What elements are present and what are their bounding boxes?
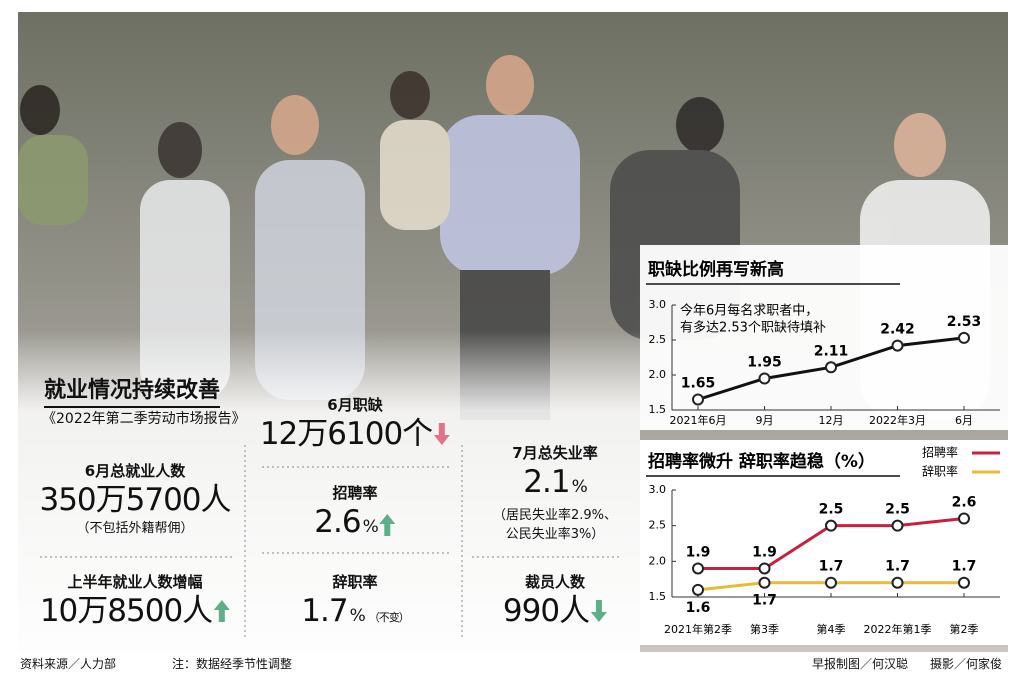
stat-note: 公民失业率3%）	[505, 527, 605, 542]
stat-value: 1.7	[301, 593, 348, 629]
chart-panel	[640, 440, 1008, 645]
stat-note: （居民失业率2.9%、	[492, 508, 618, 523]
up-arrow	[379, 513, 396, 536]
stat-label: 辞职率	[332, 573, 378, 591]
stat-label: 裁员人数	[524, 573, 586, 591]
stat-unit: %	[571, 477, 588, 497]
x-tick-label: 2021年6月	[670, 413, 727, 427]
value-label: 1.65	[681, 376, 716, 392]
data-point	[958, 512, 970, 525]
stat: 6月总就业人数 350万5700人 （不包括外籍帮佣）	[39, 460, 231, 538]
value-label: 1.7	[819, 559, 844, 575]
stat: 上半年就业人数增幅 10万8500人	[39, 571, 231, 630]
data-point	[692, 562, 704, 575]
y-tick-label: 3.0	[649, 298, 667, 311]
value-label: 1.7	[885, 559, 910, 575]
footer-credit: 早报制图／何汉聪	[812, 657, 909, 671]
up-arrow	[214, 600, 231, 622]
stat-value: 12万6100个	[259, 416, 433, 452]
chart-title: 职缺比例再写新高	[648, 259, 784, 280]
panel-fade	[18, 330, 640, 655]
data-point	[891, 519, 904, 532]
value-label: 1.9	[752, 544, 777, 560]
value-label: 2.11	[814, 343, 849, 359]
data-point	[958, 331, 970, 344]
x-tick-label: 2021年第2季	[664, 622, 732, 636]
annotation: 今年6月每名求职者中，	[680, 303, 818, 319]
value-label: 2.53	[947, 314, 982, 330]
stat: 裁员人数 990人	[502, 571, 608, 630]
down-arrow	[591, 600, 608, 622]
footer-note: 注：数据经季节性调整	[172, 657, 293, 671]
dividers	[40, 445, 620, 640]
x-tick-label: 12月	[819, 414, 844, 427]
value-label: 2.6	[952, 495, 977, 511]
stat: 辞职率 1.7% （不变）	[301, 571, 410, 637]
data-point	[825, 576, 837, 589]
x-tick-label: 2022年第1季	[864, 622, 932, 636]
value-label: 2.5	[819, 502, 844, 518]
down-arrow	[434, 423, 451, 445]
x-tick-label: 9月	[756, 414, 774, 427]
value-label: 2.5	[885, 502, 910, 518]
data-point	[825, 519, 837, 532]
y-tick-label: 2.5	[649, 519, 667, 532]
legend-label: 招聘率	[922, 445, 958, 460]
y-tick-label: 3.0	[649, 483, 667, 496]
y-tick-label: 1.5	[649, 590, 667, 603]
x-tick-label: 6月	[955, 414, 973, 427]
stat-note: （不变）	[368, 611, 410, 624]
chart-title: 招聘率微升 辞职率趋稳（%）	[648, 451, 875, 472]
stat-label: 7月总失业率	[512, 444, 598, 462]
panel-subtitle: 《2022年第二季劳动市场报告》	[42, 411, 246, 427]
stat-label: 上半年就业人数增幅	[67, 573, 203, 591]
data-point	[758, 576, 771, 589]
value-label: 1.95	[747, 355, 782, 371]
data-point	[692, 393, 704, 406]
stat-note: （不包括外籍帮佣）	[76, 521, 194, 536]
stat-value: 2.1	[523, 464, 570, 500]
y-tick-label: 2.0	[649, 554, 667, 567]
stat: 6月职缺 12万6100个	[259, 394, 451, 453]
annotation: 有多达2.53个职缺待填补	[680, 320, 826, 336]
stat-label: 招聘率	[332, 484, 378, 502]
panel-title: 就业情况持续改善	[44, 372, 221, 408]
stat-label: 6月总就业人数	[84, 462, 186, 480]
x-tick-label: 第4季	[817, 622, 846, 636]
data-point	[891, 339, 904, 352]
value-label: 2.42	[880, 322, 915, 338]
data-point	[758, 562, 771, 575]
x-tick-label: 第2季	[950, 622, 979, 636]
value-label: 1.9	[686, 544, 711, 560]
stat-value: 350万5700人	[39, 482, 231, 518]
data-point	[692, 583, 704, 596]
footer-source: 资料来源／人力部	[20, 657, 117, 671]
stat-value: 990人	[502, 593, 590, 629]
x-tick-label: 第3季	[750, 622, 779, 636]
x-tick-label: 2022年3月	[869, 413, 926, 427]
data-point	[958, 576, 970, 589]
y-tick-label: 2.0	[649, 368, 667, 381]
footer-photo: 摄影／何家俊	[930, 657, 1003, 671]
value-label: 1.6	[686, 600, 711, 616]
stat-unit: %	[349, 606, 366, 626]
y-tick-label: 2.5	[649, 333, 667, 346]
legend-label: 辞职率	[922, 464, 958, 479]
stat: 招聘率 2.6%	[314, 482, 396, 546]
data-point	[825, 361, 837, 374]
stat-unit: %	[362, 517, 379, 537]
y-tick-label: 1.5	[649, 403, 667, 416]
value-label: 1.7	[752, 593, 777, 609]
data-point	[758, 372, 771, 385]
value-label: 1.7	[952, 559, 977, 575]
stat-value: 2.6	[314, 504, 361, 540]
data-point	[891, 576, 904, 589]
stat-label: 6月职缺	[327, 396, 383, 414]
stat-value: 10万8500人	[39, 593, 213, 629]
stat: 7月总失业率 2.1% （居民失业率2.9%、 公民失业率3%）	[493, 442, 617, 544]
